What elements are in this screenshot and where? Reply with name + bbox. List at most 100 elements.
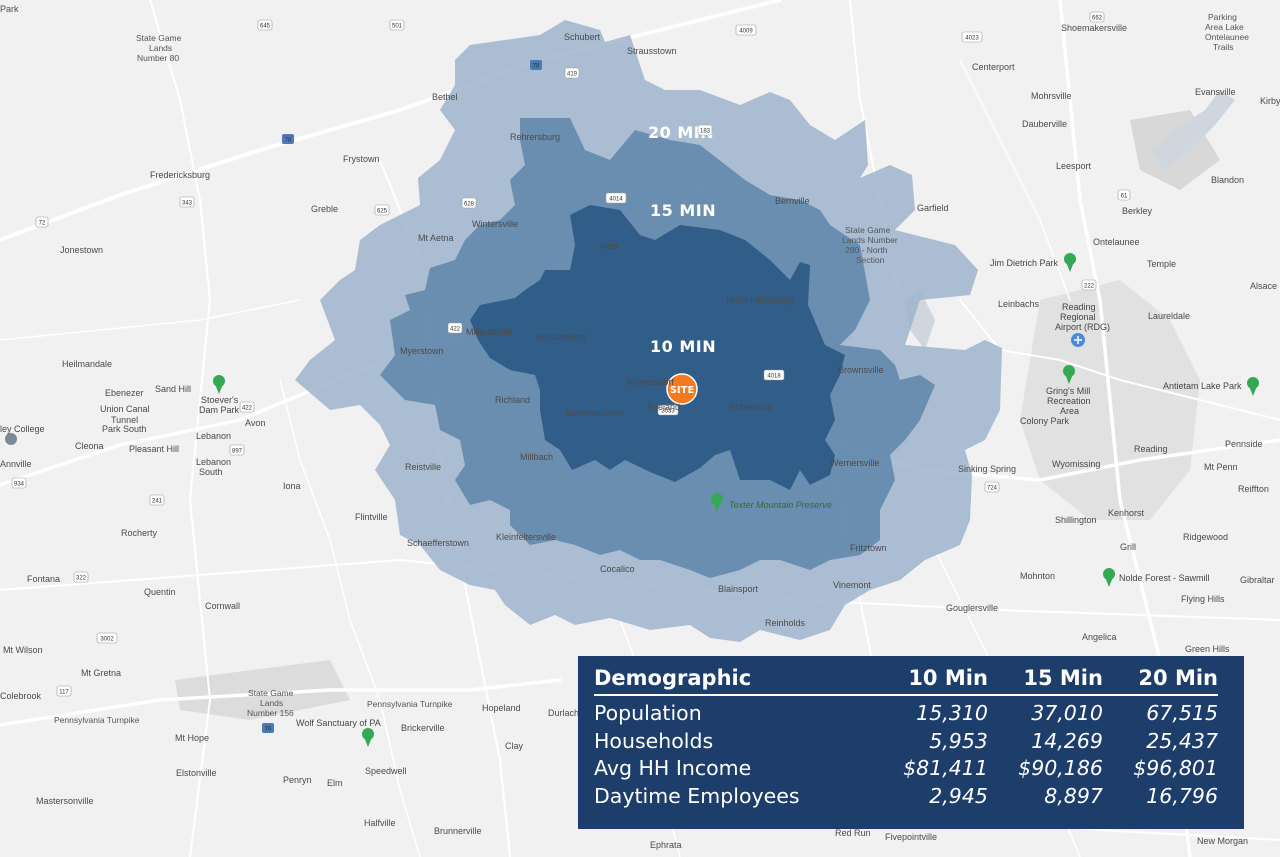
map-label: Womelsdorf [626, 377, 674, 387]
ring-label-10-min: 10 MIN [650, 337, 716, 356]
map-label: Dam Park [199, 405, 240, 415]
value-10-min: 15,310 [916, 701, 988, 725]
map-label: Recreation [1047, 396, 1091, 406]
map-label: Mt Wilson [3, 645, 43, 655]
map-label: Reading [1134, 444, 1168, 454]
map-label: Lebanon [196, 431, 231, 441]
airport-icon [1071, 333, 1085, 347]
map-label: 3033 [661, 409, 675, 415]
map-label: Ryeland [647, 402, 680, 412]
map-label: Wolf Sanctuary of PA [296, 718, 381, 728]
map-label: Gouglersville [946, 603, 998, 613]
poi-pins [5, 253, 1259, 747]
map-label: Garfield [917, 203, 949, 213]
map-label: 724 [987, 486, 998, 492]
map-label: Fontana [27, 574, 60, 584]
route-shield-icon: 183 [697, 124, 713, 136]
map-label: Penryn [283, 775, 312, 785]
map-label: Ontelaunee [1093, 237, 1140, 247]
site-marker[interactable]: SITE [666, 373, 698, 405]
column-header-20-min: 20 Min [1102, 666, 1218, 696]
map-label: Kenhorst [1108, 508, 1145, 518]
route-shield-icon: 724 [984, 481, 1000, 493]
route-shield-icon: 628 [461, 197, 477, 209]
map-label: Stouchsburg [536, 332, 587, 342]
map-label: 662 [1092, 16, 1103, 22]
map-label: Pennside [1225, 439, 1263, 449]
map-label: Kirby [1260, 96, 1280, 106]
map-label: Rocherty [121, 528, 158, 538]
map-label: Dauberville [1022, 119, 1067, 129]
map-label: Temple [1147, 259, 1176, 269]
route-shield-icon: 3033 [657, 404, 679, 416]
map-label: Mohnton [1020, 571, 1055, 581]
map-label: Ephrata [650, 840, 682, 850]
map-label: Colony Park [1020, 416, 1070, 426]
map-label: 422 [450, 327, 461, 333]
map-label: 419 [567, 72, 578, 78]
map-label: Schubert [564, 32, 601, 42]
map-label: Park [0, 4, 19, 14]
map-label: Cornwall [205, 601, 240, 611]
map-label: South [199, 467, 223, 477]
map-label: Evansville [1195, 87, 1236, 97]
map-label: Wernersville [830, 458, 879, 468]
column-header-demographic: Demographic [594, 666, 873, 696]
route-shield-icon: 4023 [961, 31, 983, 43]
value-10-min: 2,945 [929, 783, 988, 808]
route-shield-icon: 61 [1117, 189, 1131, 201]
table-row: Daytime Employees 2,945 8,897 16,796 [594, 783, 1218, 811]
map-label: Reiffton [1238, 484, 1269, 494]
map-label: Blandon [1211, 175, 1244, 185]
map-label: ley College [0, 424, 45, 434]
map-label: 501 [392, 24, 403, 30]
map-label: Rehrersburg [510, 132, 560, 142]
map-label: Elstonville [176, 768, 217, 778]
map-label: Bernville [775, 196, 810, 206]
route-shield-icon: 422 [239, 401, 255, 413]
table-row: Avg HH Income $81,411 $90,186 $96,801 [594, 755, 1218, 783]
park-pin-icon [362, 728, 374, 747]
map-label: Area [1060, 406, 1079, 416]
map-label: Host [600, 241, 619, 251]
map-label: Greble [311, 204, 338, 214]
map-label: Mt Aetna [418, 233, 454, 243]
map-label: Flying Hills [1181, 594, 1225, 604]
map-label: Fivepointville [885, 832, 937, 842]
route-shield-icon: 322 [73, 571, 89, 583]
value-15-min: 14,269 [1031, 728, 1103, 753]
map-label: Gibraltar [1240, 575, 1275, 585]
map-label: Centerport [972, 62, 1015, 72]
map-label: Park South [102, 424, 147, 434]
map-label: Area Lake [1205, 22, 1244, 32]
value-10-min: 5,953 [929, 728, 988, 753]
map-label: New Morgan [1197, 836, 1248, 846]
map-label: Gring's Mill [1046, 386, 1090, 396]
map-label: 72 [39, 221, 46, 227]
map-label: Vinemont [833, 580, 871, 590]
map-label: Reistville [405, 462, 441, 472]
map-label: 4023 [965, 36, 979, 42]
map-label: Ridgewood [1183, 532, 1228, 542]
park-pin-icon [1064, 253, 1076, 272]
park-pin-icon [1063, 365, 1075, 384]
map-label: Number 156 [247, 708, 294, 718]
table-row: Households 5,953 14,269 25,437 [594, 728, 1218, 756]
map-label: Lands [260, 698, 283, 708]
map-label: Millardsville [466, 327, 513, 337]
map-label: Colebrook [0, 691, 42, 701]
map-label: 183 [700, 129, 711, 135]
map-label: Pleasant Hill [129, 444, 179, 454]
route-shield-icon: 343 [179, 196, 195, 208]
table-header-row: Demographic 10 Min 15 Min 20 Min [594, 666, 1218, 696]
map-label: Bethel [432, 92, 458, 102]
row-label: Daytime Employees [594, 783, 800, 808]
drive-time-10-min-area [470, 205, 845, 490]
column-header-15-min: 15 Min [987, 666, 1103, 696]
map-label: Wyomissing [1052, 459, 1100, 469]
map-label: 422 [242, 406, 253, 412]
map-label: Antietam Lake Park [1163, 381, 1242, 391]
map-label: Frystown [343, 154, 380, 164]
map-label: Parking [1208, 12, 1237, 22]
